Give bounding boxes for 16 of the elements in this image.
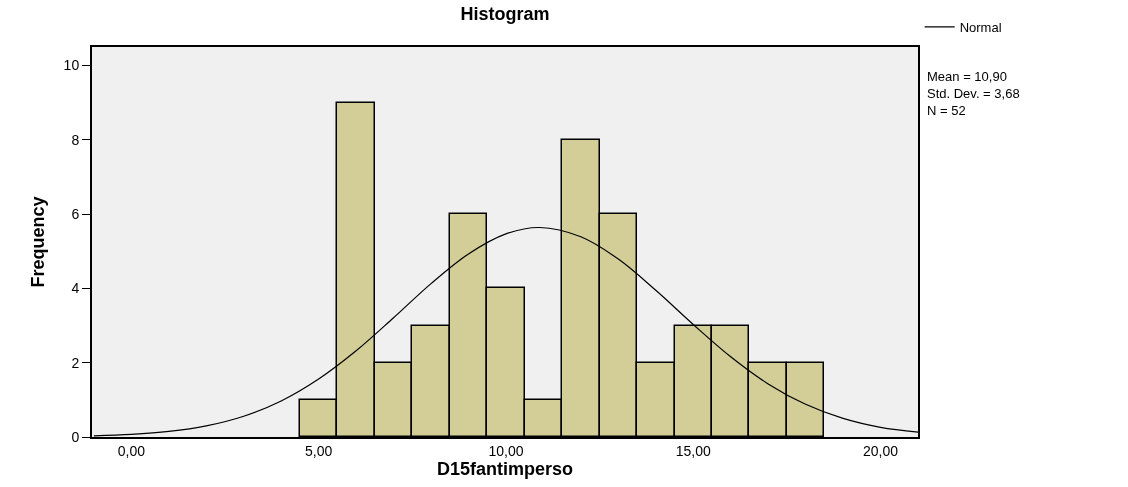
y-tick-label: 2	[71, 354, 80, 371]
chart-title: Histogram	[460, 3, 550, 24]
y-tick-label: 6	[71, 206, 80, 223]
x-axis-title: D15fantimperso	[436, 458, 574, 479]
x-tick-label: 10,00	[488, 442, 524, 459]
x-tick-label: 0,00	[117, 442, 146, 459]
text: Mean = 10,90 Std. Dev. = 3,68 N = 52	[927, 69, 1020, 118]
x-tick-label: 5,00	[305, 442, 333, 459]
y-tick-label: 0	[71, 428, 80, 445]
y-tick-label: 10	[63, 57, 80, 74]
legend-label: Normal	[959, 19, 1002, 35]
y-axis-title: Frequency	[28, 196, 49, 288]
y-tick-label: 8	[71, 131, 80, 148]
x-tick-label: 20,00	[863, 442, 899, 459]
y-tick-label: 4	[71, 280, 80, 297]
x-tick-label: 15,00	[675, 442, 711, 459]
